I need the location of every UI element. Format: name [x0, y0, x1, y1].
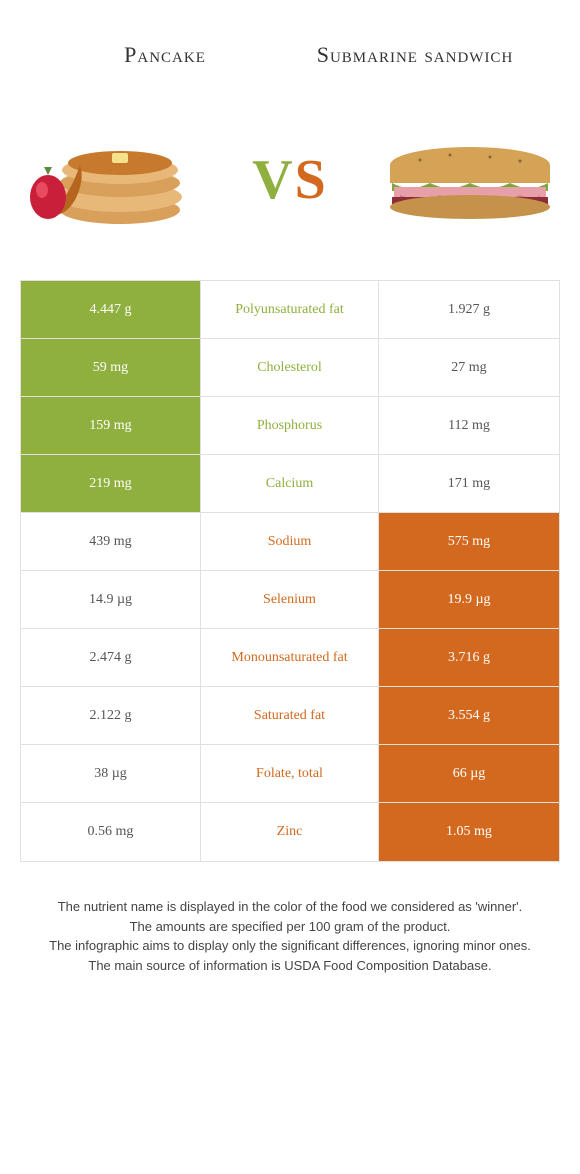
table-row: 2.474 gMonounsaturated fat3.716 g	[21, 629, 559, 687]
table-row: 439 mgSodium575 mg	[21, 513, 559, 571]
nutrient-name: Polyunsaturated fat	[201, 281, 379, 338]
vs-s: S	[295, 149, 328, 211]
table-row: 159 mgPhosphorus112 mg	[21, 397, 559, 455]
pancake-image	[20, 125, 200, 235]
food-a-title: Pancake	[40, 42, 290, 68]
table-row: 38 µgFolate, total66 µg	[21, 745, 559, 803]
nutrient-name: Calcium	[201, 455, 379, 512]
nutrient-name: Folate, total	[201, 745, 379, 802]
nutrient-name: Selenium	[201, 571, 379, 628]
food-b-title: Submarine sandwich	[290, 42, 540, 68]
table-row: 59 mgCholesterol27 mg	[21, 339, 559, 397]
sandwich-image	[380, 125, 560, 235]
value-a: 0.56 mg	[21, 803, 201, 861]
value-b: 66 µg	[379, 745, 559, 802]
footer-line-4: The main source of information is USDA F…	[30, 956, 550, 976]
value-a: 2.122 g	[21, 687, 201, 744]
value-a: 2.474 g	[21, 629, 201, 686]
value-b: 171 mg	[379, 455, 559, 512]
value-a: 14.9 µg	[21, 571, 201, 628]
value-a: 159 mg	[21, 397, 201, 454]
value-a: 38 µg	[21, 745, 201, 802]
nutrient-name: Saturated fat	[201, 687, 379, 744]
value-b: 3.554 g	[379, 687, 559, 744]
nutrient-name: Zinc	[201, 803, 379, 861]
value-a: 59 mg	[21, 339, 201, 396]
footer-line-2: The amounts are specified per 100 gram o…	[30, 917, 550, 937]
table-row: 0.56 mgZinc1.05 mg	[21, 803, 559, 861]
footer-line-3: The infographic aims to display only the…	[30, 936, 550, 956]
value-b: 112 mg	[379, 397, 559, 454]
nutrient-name: Phosphorus	[201, 397, 379, 454]
table-row: 219 mgCalcium171 mg	[21, 455, 559, 513]
footer-notes: The nutrient name is displayed in the co…	[0, 862, 580, 995]
value-b: 1.927 g	[379, 281, 559, 338]
nutrient-name: Sodium	[201, 513, 379, 570]
footer-line-1: The nutrient name is displayed in the co…	[30, 897, 550, 917]
table-row: 2.122 gSaturated fat3.554 g	[21, 687, 559, 745]
vs-v: V	[252, 149, 294, 211]
value-b: 19.9 µg	[379, 571, 559, 628]
value-a: 439 mg	[21, 513, 201, 570]
value-a: 4.447 g	[21, 281, 201, 338]
nutrient-name: Monounsaturated fat	[201, 629, 379, 686]
table-row: 4.447 gPolyunsaturated fat1.927 g	[21, 281, 559, 339]
value-b: 3.716 g	[379, 629, 559, 686]
table-row: 14.9 µgSelenium19.9 µg	[21, 571, 559, 629]
value-a: 219 mg	[21, 455, 201, 512]
images-row: VS	[0, 100, 580, 270]
nutrient-table: 4.447 gPolyunsaturated fat1.927 g59 mgCh…	[20, 280, 560, 862]
vs-label: VS	[252, 148, 328, 212]
value-b: 27 mg	[379, 339, 559, 396]
nutrient-name: Cholesterol	[201, 339, 379, 396]
value-b: 575 mg	[379, 513, 559, 570]
header: Pancake Submarine sandwich	[0, 0, 580, 100]
value-b: 1.05 mg	[379, 803, 559, 861]
